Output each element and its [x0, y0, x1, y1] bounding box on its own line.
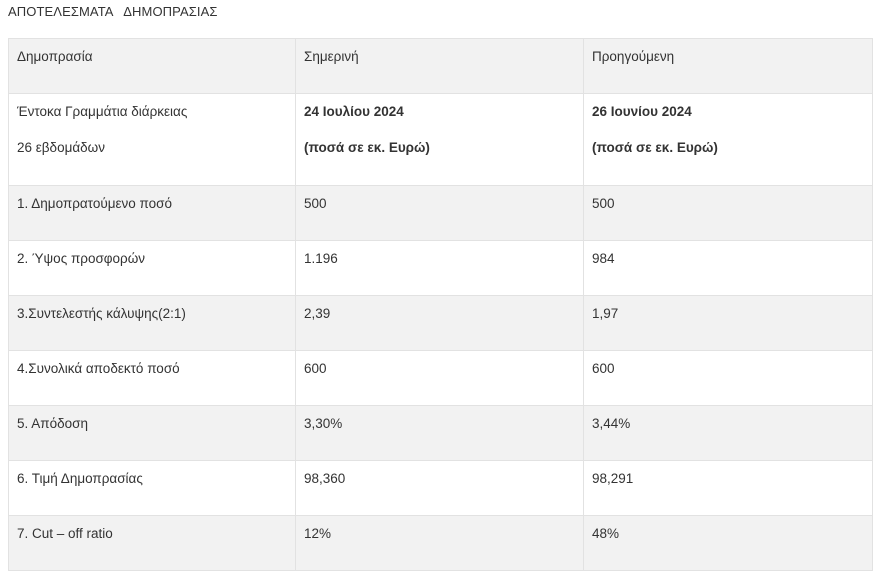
- header-cell-current: Σημερινή: [295, 38, 584, 94]
- auction-results-table: Δημοπρασία Σημερινή Προηγούμενη Έντοκα Γ…: [8, 38, 873, 571]
- row-label: 7. Cut – off ratio: [8, 515, 296, 571]
- row-previous-value: 98,291: [583, 460, 873, 516]
- table-subheader-row: Έντοκα Γραμμάτια διάρκειας 26 εβδομάδων …: [8, 93, 873, 186]
- row-label: 3.Συντελεστής κάλυψης(2:1): [8, 295, 296, 351]
- row-current-value: 2,39: [295, 295, 584, 351]
- row-current-value: 1.196: [295, 240, 584, 296]
- current-units-note: (ποσά σε εκ. Ευρώ): [304, 140, 430, 155]
- table-row: 2. Ύψος προσφορών 1.196 984: [8, 240, 873, 296]
- row-previous-value: 1,97: [583, 295, 873, 351]
- table-row: 5. Απόδοση 3,30% 3,44%: [8, 405, 873, 461]
- row-previous-value: 48%: [583, 515, 873, 571]
- instrument-name: Έντοκα Γραμμάτια διάρκειας: [17, 104, 188, 119]
- row-label: 5. Απόδοση: [8, 405, 296, 461]
- row-label: 4.Συνολικά αποδεκτό ποσό: [8, 350, 296, 406]
- row-label: 2. Ύψος προσφορών: [8, 240, 296, 296]
- row-current-value: 600: [295, 350, 584, 406]
- row-previous-value: 3,44%: [583, 405, 873, 461]
- table-header-row: Δημοπρασία Σημερινή Προηγούμενη: [8, 38, 873, 94]
- row-previous-value: 500: [583, 185, 873, 241]
- table-row: 7. Cut – off ratio 12% 48%: [8, 515, 873, 571]
- table-row: 1. Δημοπρατούμενο ποσό 500 500: [8, 185, 873, 241]
- row-label: 6. Τιμή Δημοπρασίας: [8, 460, 296, 516]
- instrument-duration: 26 εβδομάδων: [17, 140, 105, 155]
- subheader-cell-previous: 26 Ιουνίου 2024 (ποσά σε εκ. Ευρώ): [583, 93, 873, 186]
- row-previous-value: 984: [583, 240, 873, 296]
- row-current-value: 98,360: [295, 460, 584, 516]
- subheader-cell-current: 24 Ιουλίου 2024 (ποσά σε εκ. Ευρώ): [295, 93, 584, 186]
- row-current-value: 12%: [295, 515, 584, 571]
- row-previous-value: 600: [583, 350, 873, 406]
- table-row: 6. Τιμή Δημοπρασίας 98,360 98,291: [8, 460, 873, 516]
- page-title: ΑΠΟΤΕΛΕΣΜΑΤΑ ΔΗΜΟΠΡΑΣΙΑΣ: [8, 4, 218, 19]
- row-current-value: 500: [295, 185, 584, 241]
- header-cell-previous: Προηγούμενη: [583, 38, 873, 94]
- row-label: 1. Δημοπρατούμενο ποσό: [8, 185, 296, 241]
- current-auction-date: 24 Ιουλίου 2024: [304, 104, 404, 119]
- header-cell-auction: Δημοπρασία: [8, 38, 296, 94]
- previous-auction-date: 26 Ιουνίου 2024: [592, 104, 692, 119]
- table-row: 3.Συντελεστής κάλυψης(2:1) 2,39 1,97: [8, 295, 873, 351]
- subheader-cell-instrument: Έντοκα Γραμμάτια διάρκειας 26 εβδομάδων: [8, 93, 296, 186]
- table-row: 4.Συνολικά αποδεκτό ποσό 600 600: [8, 350, 873, 406]
- previous-units-note: (ποσά σε εκ. Ευρώ): [592, 140, 718, 155]
- row-current-value: 3,30%: [295, 405, 584, 461]
